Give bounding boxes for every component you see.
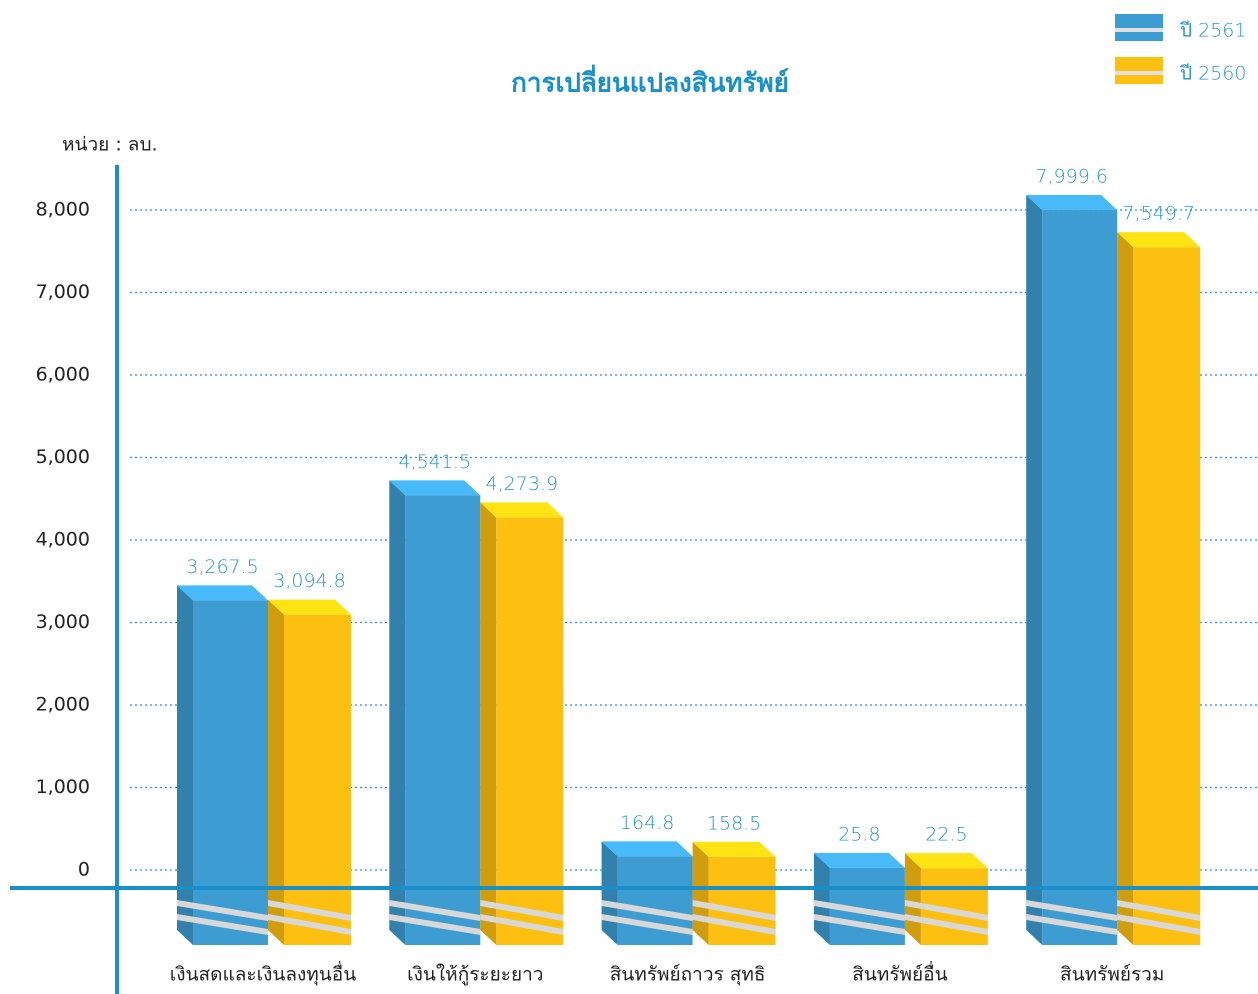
value-label: 4,273.9 (486, 473, 559, 495)
bar (1026, 195, 1118, 945)
bar-stripe (268, 914, 351, 935)
bar (813, 852, 905, 945)
bar-side (904, 853, 921, 945)
value-label: 164.8 (620, 812, 674, 834)
bar-stripe (601, 914, 693, 935)
y-tick-label: 4,000 (36, 529, 90, 551)
bar-top (1026, 195, 1118, 211)
bar (904, 853, 988, 945)
bar (389, 480, 481, 945)
bar (601, 841, 693, 945)
legend-swatch (1115, 57, 1163, 84)
bar-stripe (601, 900, 693, 921)
bar-stripe (692, 914, 776, 935)
legend-label: ปี 2561 (1179, 20, 1246, 42)
value-label: 158.5 (707, 812, 761, 834)
bar (692, 841, 776, 945)
legend-swatch (1115, 14, 1163, 41)
y-tick-label: 5,000 (36, 446, 90, 468)
bar-side (692, 841, 709, 945)
bar-stripe (268, 900, 351, 921)
bar (1117, 232, 1201, 945)
bar-stripe (480, 900, 564, 921)
x-tick-label: เงินสดและเงินลงทุนอื่น (170, 961, 356, 987)
bar-stripe (389, 900, 481, 921)
bar-top (389, 480, 481, 496)
x-tick-label: สินทรัพย์อื่น (852, 961, 947, 986)
bar-top (601, 841, 693, 857)
bar-stripe (1026, 900, 1118, 921)
bar-side (480, 502, 497, 945)
bar-stripe (480, 914, 564, 935)
y-tick-label: 3,000 (36, 611, 90, 633)
y-tick-label: 0 (78, 859, 90, 881)
bar-front (1042, 210, 1118, 945)
bar-side (1117, 232, 1134, 945)
bar-front (1133, 247, 1201, 945)
legend: ปี 2561 ปี 2560 (1115, 14, 1246, 85)
bar-top (268, 599, 351, 615)
bar-side (177, 585, 193, 945)
legend-label: ปี 2560 (1179, 63, 1246, 85)
bar-top (692, 841, 776, 857)
value-label: 4,541.5 (399, 451, 472, 473)
bar-top (904, 853, 988, 869)
bar-stripe (1117, 914, 1201, 935)
x-tick-label: เงินให้กู้ระยะยาว (407, 964, 543, 986)
bar-stripe (904, 900, 988, 921)
bar-stripe (1026, 914, 1118, 935)
bar-side (601, 841, 618, 945)
y-tick-label: 6,000 (36, 364, 90, 386)
bar (177, 585, 268, 945)
y-axis-label: หน่วย : ลบ. (62, 134, 158, 156)
bar-stripe (904, 914, 988, 935)
x-tick-label: สินทรัพย์รวม (1060, 964, 1164, 986)
bar-stripe (1117, 900, 1201, 921)
bar-top (177, 585, 268, 601)
value-label: 22.5 (925, 824, 967, 846)
bar-side (389, 480, 406, 945)
value-label: 7,999.6 (1035, 166, 1108, 188)
bar-top (813, 852, 905, 868)
bar-stripe (813, 914, 905, 935)
bar (480, 502, 564, 945)
legend-stripe (1115, 71, 1163, 75)
value-label: 3,267.5 (186, 556, 259, 578)
y-tick-label: 2,000 (36, 694, 90, 716)
bar-stripe (177, 914, 268, 935)
bar-stripe (177, 900, 268, 921)
x-tick-label: สินทรัพย์ถาวร สุทธิ (610, 964, 766, 987)
bar-front (284, 614, 351, 945)
bar-front (496, 517, 564, 945)
value-label: 7,549.7 (1122, 203, 1195, 225)
bar-stripe (389, 914, 481, 935)
bar-side (1026, 195, 1043, 945)
y-tick-label: 7,000 (36, 281, 90, 303)
bar-front (405, 495, 481, 945)
bar-top (1117, 232, 1201, 248)
value-label: 25.8 (838, 823, 880, 845)
bar-stripe (813, 900, 905, 921)
bar (268, 599, 351, 945)
bar-front (193, 600, 268, 945)
y-tick-label: 8,000 (36, 199, 90, 221)
bar-side (813, 852, 830, 945)
chart-title: การเปลี่ยนแปลงสินทรัพย์ (511, 64, 789, 99)
bar-top (480, 502, 564, 518)
value-label: 3,094.8 (273, 570, 346, 592)
bar-side (268, 599, 284, 945)
bar-stripe (692, 900, 776, 921)
legend-stripe (1115, 28, 1163, 32)
y-tick-label: 1,000 (36, 776, 90, 798)
bars: เงินสดและเงินลงทุนอื่น 3,267.5 3,094.8 เงิน… (170, 166, 1201, 987)
